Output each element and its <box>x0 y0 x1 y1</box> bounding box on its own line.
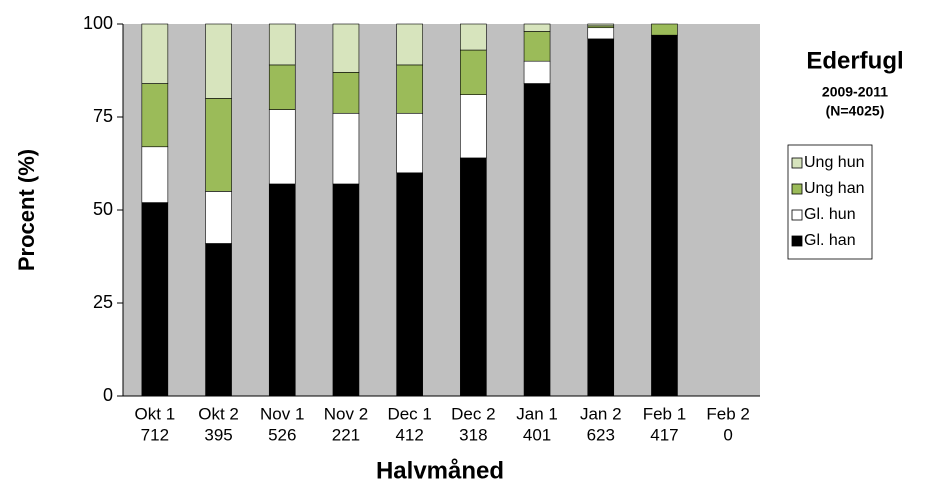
x-tick-label: Dec 2 <box>451 404 495 423</box>
chart-subtitle: 2009-2011 <box>822 84 888 100</box>
x-tick-count: 623 <box>587 425 615 444</box>
x-tick-count: 412 <box>395 425 423 444</box>
legend-swatch <box>791 235 803 247</box>
bar-segment <box>523 23 551 32</box>
chart-title: Ederfugl <box>806 47 903 74</box>
chart-note: (N=4025) <box>826 103 885 119</box>
bar-segment <box>268 64 296 110</box>
bar-segment <box>587 27 615 40</box>
bar-segment <box>651 34 678 397</box>
bar-segment <box>141 83 169 148</box>
legend-label: Gl. hun <box>804 206 856 223</box>
legend-label: Gl. han <box>804 232 856 249</box>
y-tick-label: 0 <box>103 385 113 405</box>
bar-segment <box>332 72 360 114</box>
x-tick-label: Jan 1 <box>516 404 558 423</box>
bar-segment <box>460 157 487 397</box>
bar-segment <box>587 23 615 27</box>
bar-segment <box>396 23 423 66</box>
bar-segment <box>205 243 232 397</box>
bar-segment <box>268 23 296 66</box>
bar-segment <box>141 202 169 397</box>
y-axis-label: Procent (%) <box>14 149 39 271</box>
bar-segment <box>523 60 551 84</box>
bar-segment <box>460 49 487 95</box>
x-tick-count: 712 <box>141 425 169 444</box>
x-tick-label: Jan 2 <box>580 404 622 423</box>
bar-segment <box>141 146 169 203</box>
x-tick-count: 526 <box>268 425 296 444</box>
bar-segment <box>205 98 232 192</box>
y-tick-label: 75 <box>93 106 113 126</box>
x-axis-label: Halvmåned <box>376 457 504 484</box>
bar-segment <box>523 83 551 397</box>
bar-segment <box>396 112 423 174</box>
bar-segment <box>332 112 360 185</box>
x-tick-label: Okt 2 <box>198 404 239 423</box>
x-tick-count: 318 <box>459 425 487 444</box>
x-tick-label: Nov 2 <box>324 404 368 423</box>
bar-segment <box>332 23 360 73</box>
legend-swatch <box>791 209 803 221</box>
x-tick-label: Feb 2 <box>706 404 749 423</box>
x-tick-count: 401 <box>523 425 551 444</box>
bar-segment <box>460 94 487 159</box>
x-tick-label: Nov 1 <box>260 404 304 423</box>
bar-segment <box>587 38 615 397</box>
bar-segment <box>396 172 423 397</box>
y-tick-label: 25 <box>93 292 113 312</box>
bar-segment <box>396 64 423 114</box>
x-tick-label: Feb 1 <box>643 404 686 423</box>
x-tick-count: 395 <box>204 425 232 444</box>
bar-segment <box>141 23 169 84</box>
x-tick-label: Dec 1 <box>387 404 431 423</box>
bar-segment <box>332 183 360 397</box>
legend-swatch <box>791 183 803 195</box>
x-tick-count: 417 <box>650 425 678 444</box>
bar-segment <box>523 31 551 62</box>
legend-label: Ung hun <box>804 154 865 171</box>
bar-segment <box>268 109 296 185</box>
bar-segment <box>205 23 232 99</box>
x-tick-label: Okt 1 <box>135 404 176 423</box>
bar-segment <box>651 23 678 36</box>
y-tick-label: 100 <box>83 13 113 33</box>
bar-segment <box>205 191 232 244</box>
legend-swatch <box>791 157 803 169</box>
bar-segment <box>268 183 296 397</box>
x-tick-count: 221 <box>332 425 360 444</box>
y-tick-label: 50 <box>93 199 113 219</box>
legend-label: Ung han <box>804 180 865 197</box>
bar-segment <box>460 23 487 51</box>
x-tick-count: 0 <box>723 425 732 444</box>
